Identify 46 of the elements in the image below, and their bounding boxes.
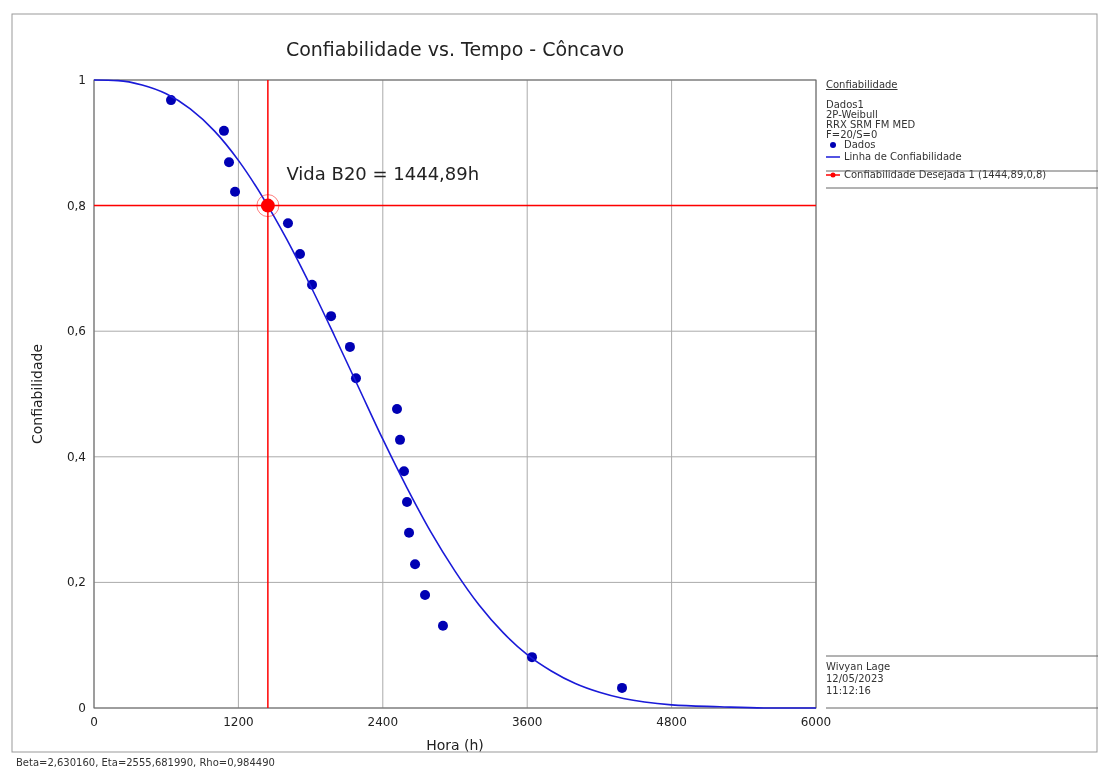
point [437,620,448,631]
line-series [93,79,817,709]
point [398,466,409,477]
legend-label: Linha de Confiabilidade [844,151,962,162]
point [256,194,280,218]
x-tick-label: 3600 [511,715,543,729]
text: Beta=2,630160, Eta=2555,681990, Rho=0,984490 [16,757,275,768]
point [401,497,412,508]
annotation: Vida B20 = 1444,89h [286,163,480,185]
point [230,186,241,197]
legend-title: Confiabilidade [826,79,898,90]
point [617,682,628,693]
y-tick-label: 0,8 [66,198,86,213]
x-axis-title: Hora (h) [426,737,484,753]
point [420,589,431,600]
x-tick-label: 0 [90,715,98,729]
text: 12/05/2023 [826,673,884,684]
chart-title: Confiabilidade vs. Tempo - Côncavo [285,38,625,60]
y-tick-label: 1 [78,73,86,87]
point [344,341,355,352]
y-tick-label: 0,6 [66,324,86,339]
legend-label: Dados [844,139,876,150]
x-tick-label: 4800 [656,715,687,729]
legend-label: Confiabilidade Desejada 1 (1444,89,0,8) [844,169,1047,180]
y-tick-label: 0,4 [66,449,86,464]
point [224,157,235,168]
x-tick-label: 6000 [800,715,832,729]
point [282,218,293,229]
point [410,559,421,570]
point [395,434,406,445]
y-tick-label: 0,2 [66,575,86,590]
text: Wivyan Lage [826,661,891,672]
text: F=20/S=0 [826,129,878,140]
point [295,248,306,259]
y-tick-label: 0 [78,701,86,715]
point [404,527,415,538]
point [326,311,337,322]
point [392,404,402,415]
text: RRX SRM FM MED [826,119,916,130]
x-tick-label: 1200 [223,715,254,729]
x-tick-label: 2400 [367,715,399,729]
point [218,125,229,136]
y-axis-title: Confiabilidade [29,343,45,445]
text: 11:12:16 [826,685,871,696]
text: 2P-Weibull [826,109,878,120]
text: Dados1 [826,99,864,110]
